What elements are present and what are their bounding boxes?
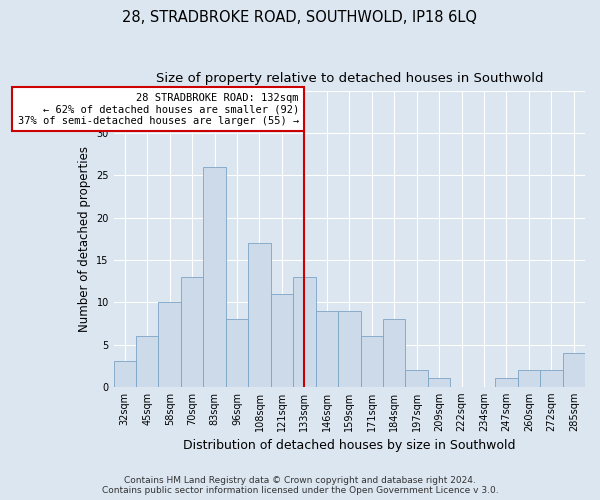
Title: Size of property relative to detached houses in Southwold: Size of property relative to detached ho… — [155, 72, 543, 86]
Bar — [181, 277, 203, 387]
X-axis label: Distribution of detached houses by size in Southwold: Distribution of detached houses by size … — [183, 440, 515, 452]
Bar — [338, 310, 361, 387]
Bar — [226, 319, 248, 387]
Bar — [563, 353, 585, 387]
Text: 28 STRADBROKE ROAD: 132sqm
← 62% of detached houses are smaller (92)
37% of semi: 28 STRADBROKE ROAD: 132sqm ← 62% of deta… — [17, 92, 299, 126]
Bar — [518, 370, 540, 387]
Bar — [271, 294, 293, 387]
Bar — [406, 370, 428, 387]
Text: 28, STRADBROKE ROAD, SOUTHWOLD, IP18 6LQ: 28, STRADBROKE ROAD, SOUTHWOLD, IP18 6LQ — [122, 10, 478, 25]
Bar — [248, 243, 271, 387]
Y-axis label: Number of detached properties: Number of detached properties — [77, 146, 91, 332]
Bar — [203, 167, 226, 387]
Bar — [136, 336, 158, 387]
Bar — [113, 362, 136, 387]
Bar — [293, 277, 316, 387]
Bar — [540, 370, 563, 387]
Bar — [383, 319, 406, 387]
Text: Contains HM Land Registry data © Crown copyright and database right 2024.
Contai: Contains HM Land Registry data © Crown c… — [101, 476, 499, 495]
Bar — [428, 378, 451, 387]
Bar — [495, 378, 518, 387]
Bar — [158, 302, 181, 387]
Bar — [361, 336, 383, 387]
Bar — [316, 310, 338, 387]
